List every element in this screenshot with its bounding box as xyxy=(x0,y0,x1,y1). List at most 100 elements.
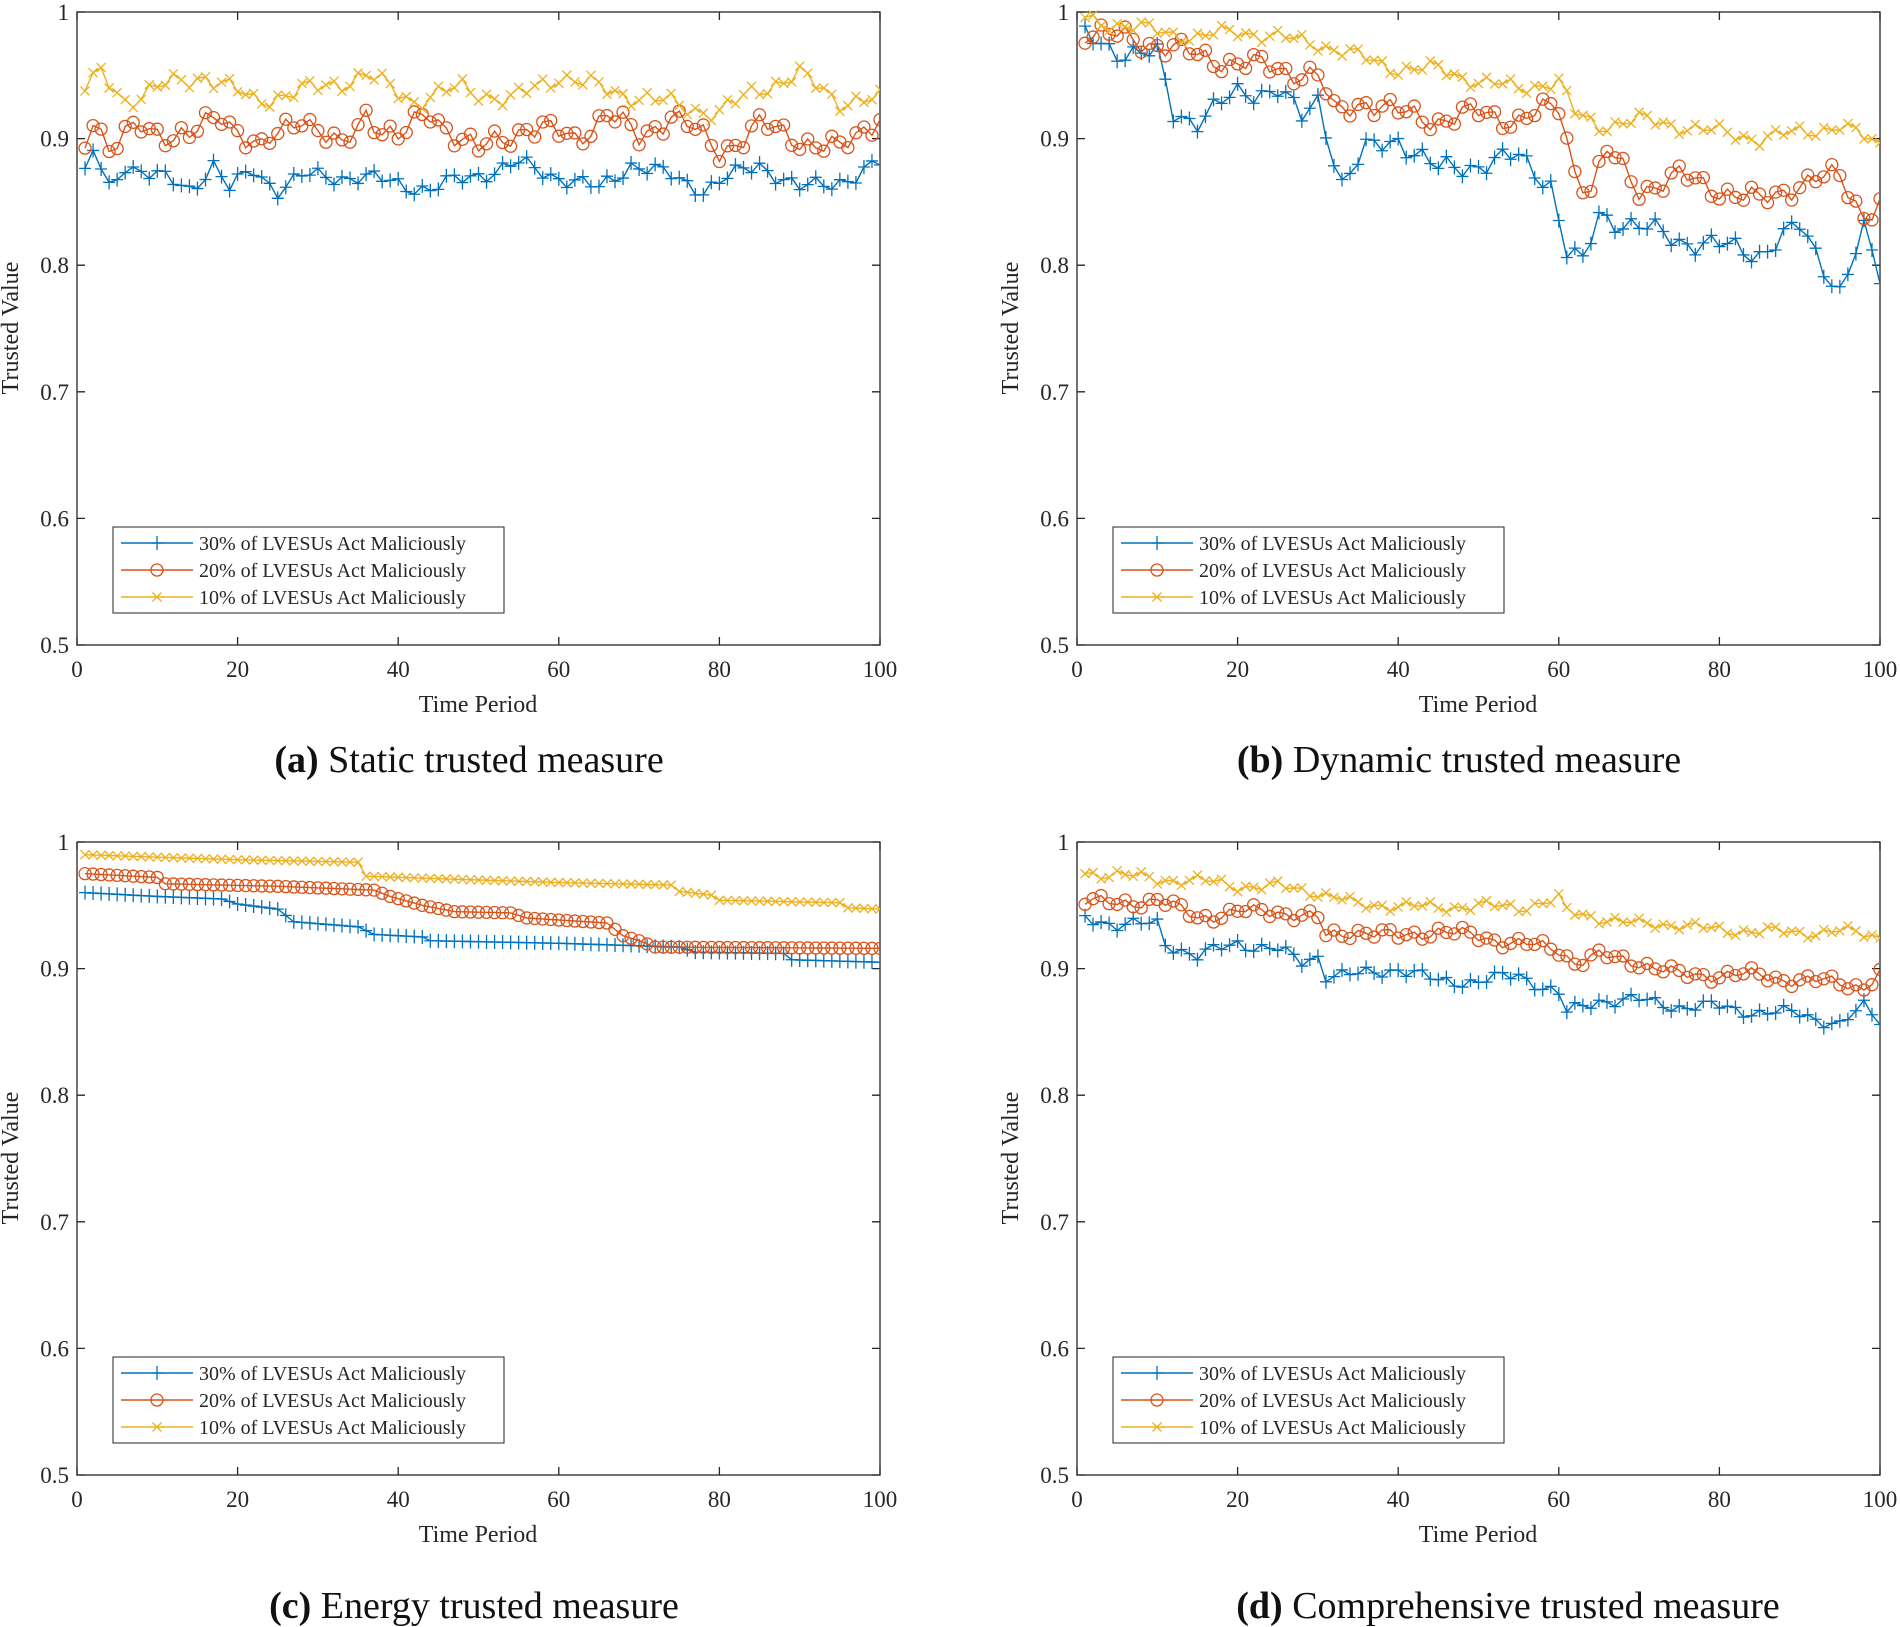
panel-b-series-2-marker xyxy=(1585,112,1596,123)
panel-d-series-2-marker xyxy=(1385,906,1396,917)
panel-a-series-2-marker xyxy=(481,89,492,100)
panel-d-series-2-marker xyxy=(1770,922,1781,933)
panel-c-series-1-marker xyxy=(672,940,686,954)
panel-d-series-1-marker xyxy=(1833,978,1847,992)
panel-a-series-0-marker xyxy=(841,174,854,189)
panel-a-series-1-marker xyxy=(166,134,181,148)
panel-b-series-1-marker xyxy=(1648,181,1662,195)
panel-a-series-0-marker xyxy=(432,182,445,197)
panel-d-series-0-marker xyxy=(1496,965,1509,980)
panel-a-series-1-marker xyxy=(287,121,301,135)
panel-d-series-1-marker xyxy=(1528,937,1542,952)
panel-a-series-2-marker xyxy=(826,89,837,100)
panel-a-series-1-marker xyxy=(391,132,405,146)
panel-d-series-1-line xyxy=(1084,894,1880,991)
panel-b-series-2-marker xyxy=(1786,125,1797,136)
panel-a-series-2-marker xyxy=(738,89,749,100)
panel-b-series-1-marker xyxy=(1375,99,1389,113)
panel-b-series-2-marker xyxy=(1818,122,1829,133)
panel-d-series-2-marker xyxy=(1104,872,1115,883)
panel-c-series-2-marker xyxy=(88,849,99,860)
panel-d-series-0-marker xyxy=(1432,972,1445,987)
panel-c-xtick-label: 0 xyxy=(71,1487,83,1512)
panel-a-xtick-label: 100 xyxy=(863,657,898,682)
panel-b-series-0-marker xyxy=(1617,221,1630,236)
panel-b-series-1-marker xyxy=(1094,18,1108,32)
panel-d-series-0-marker xyxy=(1600,994,1613,1009)
panel-b-series-1-marker xyxy=(1544,96,1558,111)
panel-b-series-2-marker xyxy=(1489,79,1500,89)
panel-b-series-2-marker xyxy=(1754,141,1765,152)
panel-a-series-2-marker xyxy=(810,83,821,94)
panel-d-series-0-marker xyxy=(1327,969,1340,984)
panel-b-series-2-marker xyxy=(1810,131,1821,142)
panel-a-series-2-marker xyxy=(537,74,548,85)
panel-a-series-2-marker xyxy=(409,96,420,107)
panel-d-series-0 xyxy=(1079,908,1880,1035)
panel-b-series-0-marker xyxy=(1215,96,1228,111)
panel-c-series-2-marker xyxy=(722,895,733,906)
panel-c-series-1-marker xyxy=(857,941,871,955)
panel-b-series-2-marker xyxy=(1080,12,1090,23)
panel-b-series-1-marker xyxy=(1584,184,1598,199)
panel-b-series-1-marker xyxy=(1102,27,1116,41)
panel-c-series-2-marker xyxy=(449,874,460,885)
panel-d-series-2-marker xyxy=(1425,896,1436,907)
panel-d-series-0-marker xyxy=(1079,908,1092,923)
panel-d-series-2-marker xyxy=(1730,930,1741,941)
panel-b-series-1-marker xyxy=(1608,151,1622,165)
panel-b-series-1-marker xyxy=(1560,131,1574,145)
panel-d-series-0-marker xyxy=(1287,947,1300,962)
panel-c-series-0-marker xyxy=(360,923,373,938)
panel-a-series-0-marker xyxy=(785,170,798,185)
panel-c-series-1-marker xyxy=(616,929,630,943)
panel-b-series-0-marker xyxy=(1769,243,1782,258)
panel-c-series-2-marker xyxy=(329,856,339,867)
panel-d-series-1-marker xyxy=(1391,931,1405,945)
panel-a-series-1-marker xyxy=(704,138,719,153)
panel-d-series-2-marker xyxy=(1337,894,1347,905)
panel-b-series-2-marker xyxy=(1136,17,1147,28)
panel-c-series-1-marker xyxy=(752,941,767,955)
panel-c-series-1-marker xyxy=(391,892,405,906)
panel-d-series-0-marker xyxy=(1825,1016,1838,1031)
panel-a-series-0-marker xyxy=(295,168,308,183)
panel-b-series-1-marker xyxy=(1335,100,1349,114)
panel-b-series-1-marker xyxy=(1222,52,1237,67)
panel-c-ytick-label: 0.9 xyxy=(40,957,69,982)
panel-d-series-0-marker xyxy=(1376,969,1389,984)
panel-b-series-2-marker xyxy=(1682,125,1693,136)
panel-c-series-1-marker xyxy=(255,879,269,893)
panel-d-series-1-marker xyxy=(1407,925,1421,939)
panel-a-series-0-marker xyxy=(817,179,830,194)
panel-c-series-2-marker xyxy=(264,855,275,866)
panel-c-series-1-marker xyxy=(793,941,807,955)
panel-a-series-2-marker xyxy=(457,74,468,84)
panel-c-series-0-marker xyxy=(247,899,260,914)
panel-a-series-2-marker xyxy=(208,83,219,94)
panel-a-legend-label-0: 30% of LVESUs Act Maliciously xyxy=(199,533,466,555)
panel-a-series-0-marker xyxy=(279,180,292,195)
panel-a-series-0-marker xyxy=(480,174,493,189)
panel-c-series-2-marker xyxy=(770,896,781,907)
panel-a-series-2-marker xyxy=(690,103,701,114)
panel-a-series-0-marker xyxy=(609,174,622,189)
panel-a-series-0-marker xyxy=(175,178,188,193)
panel-a-series-0-marker xyxy=(239,164,252,179)
panel-a-series-1-marker xyxy=(744,119,759,133)
panel-d-series-0-marker xyxy=(1111,923,1124,938)
panel-a-series-1-marker xyxy=(487,124,502,138)
panel-d-series-0-marker xyxy=(1295,959,1308,974)
panel-a-series-0-marker xyxy=(223,183,236,198)
panel-a-series-0-marker xyxy=(287,167,300,182)
panel-b-series-2-marker xyxy=(1369,55,1380,66)
panel-a-series-1-marker xyxy=(544,113,558,128)
panel-a-series-1-marker xyxy=(568,126,582,140)
panel-d-series-0-marker xyxy=(1504,971,1517,986)
panel-d-series-2-line xyxy=(1084,869,1880,939)
panel-b-ytick-label: 0.6 xyxy=(1040,506,1069,531)
panel-c-series-2-marker xyxy=(626,879,637,890)
panel-d-series-2-marker xyxy=(1626,917,1637,928)
panel-b-series-2-marker xyxy=(1409,64,1420,75)
panel-d-series-1-marker xyxy=(1375,923,1389,937)
